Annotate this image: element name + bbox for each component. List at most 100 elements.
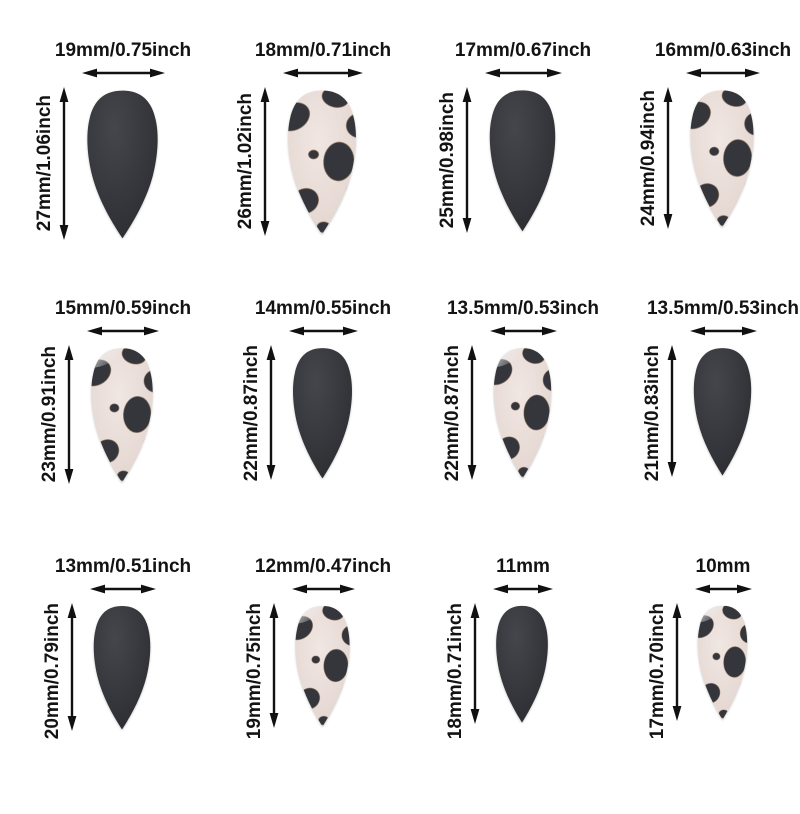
width-measure-group: 13.5mm/0.53inch <box>447 298 599 338</box>
width-arrow <box>291 582 355 596</box>
width-measure-group: 17mm/0.67inch <box>455 40 591 80</box>
nail-length-label: 19mm/0.75inch <box>243 602 265 740</box>
nail-photo-wrap <box>683 87 761 229</box>
nail-length-label: 17mm/0.70inch <box>646 602 668 740</box>
nail-size-cell: 11mm 18mm/0.71inch <box>400 556 600 814</box>
width-arrow <box>689 324 757 338</box>
length-arrow <box>460 86 474 233</box>
length-arrow <box>465 344 479 480</box>
length-measure-group: 25mm/0.98inch <box>436 86 563 233</box>
length-arrow <box>264 344 278 480</box>
width-measure-group: 18mm/0.71inch <box>255 40 391 80</box>
width-arrow <box>686 66 760 80</box>
nail-size-cell: 19mm/0.75inch 27mm/1.06inch <box>0 40 200 298</box>
width-arrow-icon <box>288 326 358 336</box>
length-measure-group: 18mm/0.71inch <box>445 602 554 739</box>
nail-photo <box>93 605 151 730</box>
length-arrow <box>468 602 482 724</box>
width-arrow-icon <box>689 326 757 336</box>
length-arrow-icon <box>467 344 476 480</box>
width-measure-group: 13mm/0.51inch <box>55 556 191 596</box>
length-arrow <box>65 602 79 731</box>
length-measure-group: 22mm/0.87inch <box>441 344 558 482</box>
nail-photo-wrap <box>490 603 554 724</box>
width-arrow <box>484 66 562 80</box>
nail-photo-wrap <box>482 87 563 233</box>
length-arrow-icon <box>67 602 77 731</box>
nail-photo <box>288 90 356 235</box>
nail-size-cell: 10mm 17mm/0.70inch <box>600 556 800 814</box>
nail-length-label: 23mm/0.91inch <box>39 346 60 483</box>
nail-photo <box>496 605 548 723</box>
nail-width-label: 11mm <box>496 556 550 577</box>
width-arrow-icon <box>484 68 562 78</box>
width-arrow <box>489 324 557 338</box>
width-arrow <box>694 582 752 596</box>
nail-width-label: 17mm/0.67inch <box>454 40 592 61</box>
length-arrow-icon <box>672 602 681 721</box>
length-arrow <box>62 344 76 484</box>
nail-length-label: 27mm/1.06inch <box>33 95 55 232</box>
width-arrow-icon <box>90 584 156 594</box>
width-measure-group: 19mm/0.75inch <box>55 40 191 80</box>
length-arrow <box>258 86 272 236</box>
nail-size-cell: 12mm/0.47inch 19mm/0.75inch <box>200 556 400 814</box>
width-arrow-icon <box>493 584 553 594</box>
length-arrow-icon <box>64 344 74 484</box>
length-measure-group: 27mm/1.06inch <box>33 86 166 240</box>
length-measure-group: 21mm/0.83inch <box>642 344 758 481</box>
nail-photo <box>690 90 754 228</box>
nail-width-label: 16mm/0.63inch <box>654 40 792 61</box>
length-measure-group: 17mm/0.70inch <box>646 602 753 740</box>
width-arrow-icon <box>81 68 165 78</box>
length-arrow-icon <box>663 86 673 229</box>
length-arrow <box>670 602 684 721</box>
nail-photo <box>292 348 352 479</box>
length-arrow-icon <box>269 602 278 728</box>
nail-length-label: 26mm/1.02inch <box>235 93 256 230</box>
width-measure-group: 12mm/0.47inch <box>255 556 391 596</box>
length-arrow-icon <box>470 602 480 724</box>
nail-width-label: 12mm/0.47inch <box>254 556 392 577</box>
width-arrow <box>283 66 363 80</box>
nail-width-label: 19mm/0.75inch <box>54 40 192 61</box>
width-arrow-icon <box>291 584 355 594</box>
nail-photo-wrap <box>286 345 359 480</box>
length-arrow-icon <box>667 344 676 477</box>
length-measure-group: 19mm/0.75inch <box>243 602 356 740</box>
nail-length-label: 22mm/0.87inch <box>441 344 463 482</box>
nail-width-label: 15mm/0.59inch <box>54 298 192 319</box>
nail-size-cell: 13.5mm/0.53inch 21mm/0.83inch <box>600 298 800 556</box>
nail-photo <box>86 90 158 239</box>
width-arrow-icon <box>694 584 752 594</box>
length-measure-group: 24mm/0.94inch <box>638 86 761 229</box>
length-measure-group: 26mm/1.02inch <box>235 86 364 236</box>
length-measure-group: 23mm/0.91inch <box>39 344 160 484</box>
length-measure-group: 20mm/0.79inch <box>42 602 157 739</box>
nail-size-cell: 15mm/0.59inch 23mm/0.91inch <box>0 298 200 556</box>
nail-size-cell: 13mm/0.51inch 20mm/0.79inch <box>0 556 200 814</box>
nail-size-cell: 17mm/0.67inch 25mm/0.98inch <box>400 40 600 298</box>
nail-photo-wrap <box>692 603 753 721</box>
nail-width-label: 13.5mm/0.53inch <box>646 298 800 319</box>
nail-photo-wrap <box>280 87 364 236</box>
nail-photo-wrap <box>79 87 166 240</box>
width-measure-group: 11mm <box>493 556 553 596</box>
nail-length-label: 25mm/0.98inch <box>436 91 458 228</box>
length-arrow-icon <box>260 86 270 236</box>
nail-size-cell: 14mm/0.55inch 22mm/0.87inch <box>200 298 400 556</box>
nail-photo <box>294 605 350 727</box>
nail-photo-wrap <box>84 345 160 484</box>
nail-photo <box>697 605 747 720</box>
nail-width-label: 18mm/0.71inch <box>254 40 392 61</box>
width-measure-group: 15mm/0.59inch <box>55 298 191 338</box>
width-arrow <box>288 324 358 338</box>
nail-size-cell: 18mm/0.71inch 26mm/1.02inch <box>200 40 400 298</box>
length-arrow <box>267 602 281 728</box>
nail-width-label: 14mm/0.55inch <box>254 298 392 319</box>
nail-photo-wrap <box>687 345 758 477</box>
nail-photo <box>91 348 153 483</box>
nail-photo-wrap <box>87 603 157 731</box>
